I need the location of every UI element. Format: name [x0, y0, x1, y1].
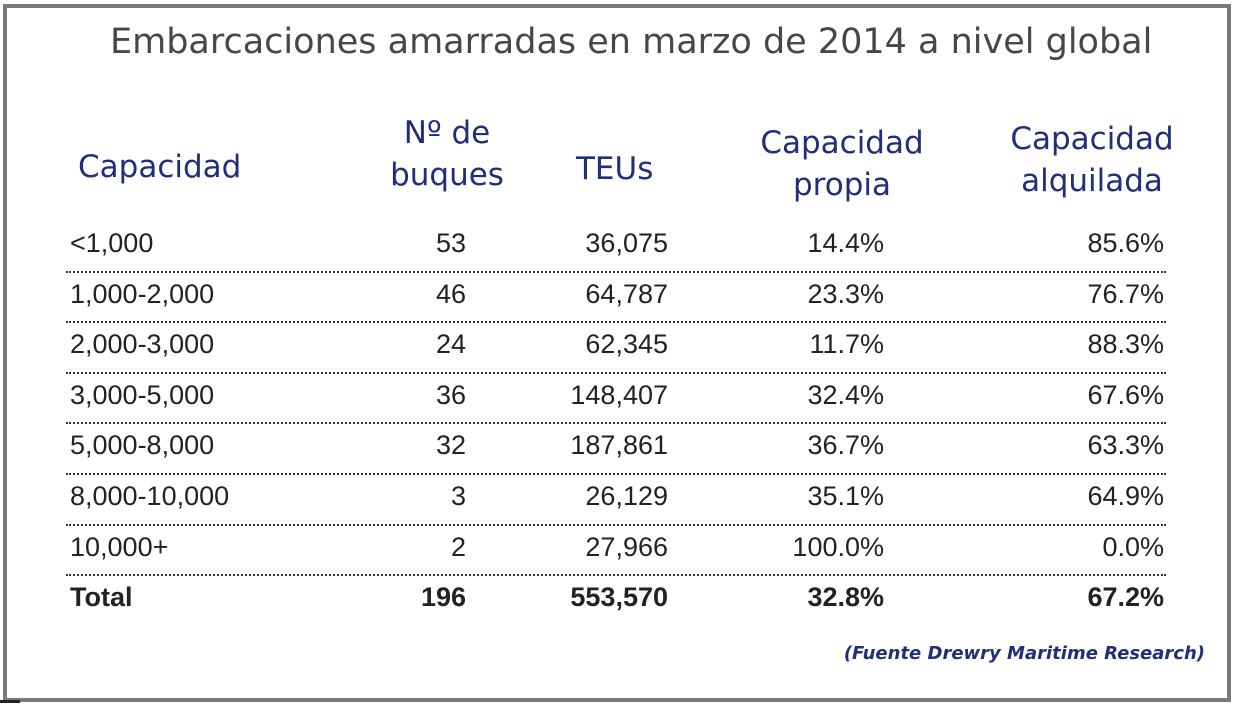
cell-alquilada: 67.2%	[1087, 582, 1164, 613]
corner-mark	[0, 700, 20, 703]
cell-capacidad: 5,000-8,000	[70, 430, 215, 461]
table-row: 3,000-5,000 36 148,407 32.4% 67.6%	[66, 374, 1166, 425]
cell-capacidad: Total	[70, 582, 133, 613]
header-alquilada-line2: alquilada	[1021, 163, 1163, 199]
cell-teus: 27,966	[585, 531, 668, 562]
table-row: 8,000-10,000 3 26,129 35.1% 64.9%	[66, 475, 1166, 526]
cell-propia: 36.7%	[807, 430, 884, 461]
cell-buques: 2	[450, 531, 466, 562]
cell-buques: 53	[435, 228, 466, 258]
cell-teus: 62,345	[585, 329, 668, 360]
table-row: 1,000-2,000 46 64,787 23.3% 76.7%	[66, 273, 1166, 324]
header-propia-line1: Capacidad	[760, 125, 924, 161]
header-teus: TEUs	[576, 148, 653, 190]
cell-teus: 187,861	[570, 430, 668, 461]
cell-propia: 32.4%	[807, 379, 884, 410]
cell-capacidad: 3,000-5,000	[70, 379, 215, 410]
cell-buques: 32	[435, 430, 466, 461]
cell-propia: 35.1%	[807, 480, 884, 511]
cell-teus: 36,075	[585, 228, 668, 258]
cell-alquilada: 76.7%	[1087, 278, 1164, 309]
cell-alquilada: 64.9%	[1087, 480, 1164, 511]
cell-capacidad: 8,000-10,000	[70, 480, 230, 511]
cell-propia: 100.0%	[792, 531, 884, 562]
cell-propia: 23.3%	[807, 278, 884, 309]
table-frame	[3, 4, 1231, 702]
cell-buques: 24	[435, 329, 466, 360]
cell-buques: 36	[435, 379, 466, 410]
table-row-total: Total 196 553,570 32.8% 67.2%	[66, 576, 1166, 625]
cell-capacidad: <1,000	[70, 228, 154, 258]
cell-teus: 553,570	[570, 582, 668, 613]
header-propia-line2: propia	[793, 167, 891, 203]
cell-propia: 32.8%	[807, 582, 884, 613]
cell-buques: 3	[450, 480, 466, 511]
header-buques-line1: Nº de	[403, 115, 491, 151]
cell-alquilada: 0.0%	[1102, 531, 1164, 562]
data-table: <1,000 53 36,075 14.4% 85.6% 1,000-2,000…	[66, 222, 1166, 625]
table-row: <1,000 53 36,075 14.4% 85.6%	[66, 222, 1166, 273]
page-title: Embarcaciones amarradas en marzo de 2014…	[110, 22, 1153, 62]
source-note: (Fuente Drewry Maritime Research)	[843, 643, 1205, 664]
table-row: 2,000-3,000 24 62,345 11.7% 88.3%	[66, 323, 1166, 374]
cell-capacidad: 2,000-3,000	[70, 329, 215, 360]
cell-teus: 26,129	[585, 480, 668, 511]
table-row: 10,000+ 2 27,966 100.0% 0.0%	[66, 526, 1166, 577]
cell-alquilada: 63.3%	[1087, 430, 1164, 461]
cell-alquilada: 67.6%	[1087, 379, 1164, 410]
cell-capacidad: 10,000+	[70, 531, 169, 562]
header-alquilada: Capacidad alquilada	[1006, 118, 1178, 202]
cell-alquilada: 88.3%	[1087, 329, 1164, 360]
cell-buques: 196	[420, 582, 466, 613]
header-capacidad: Capacidad	[78, 146, 241, 188]
cell-capacidad: 1,000-2,000	[70, 278, 215, 309]
cell-alquilada: 85.6%	[1087, 228, 1164, 258]
header-buques: Nº de buques	[384, 112, 510, 196]
cell-propia: 14.4%	[807, 228, 884, 258]
cell-propia: 11.7%	[809, 329, 884, 360]
header-alquilada-line1: Capacidad	[1010, 121, 1174, 157]
header-capacidad-label: Capacidad	[78, 149, 242, 185]
header-buques-line2: buques	[390, 157, 504, 193]
cell-teus: 64,787	[585, 278, 668, 309]
table-row: 5,000-8,000 32 187,861 36.7% 63.3%	[66, 424, 1166, 475]
cell-teus: 148,407	[570, 379, 668, 410]
header-propia: Capacidad propia	[756, 122, 928, 206]
cell-buques: 46	[435, 278, 466, 309]
header-teus-label: TEUs	[576, 151, 654, 187]
